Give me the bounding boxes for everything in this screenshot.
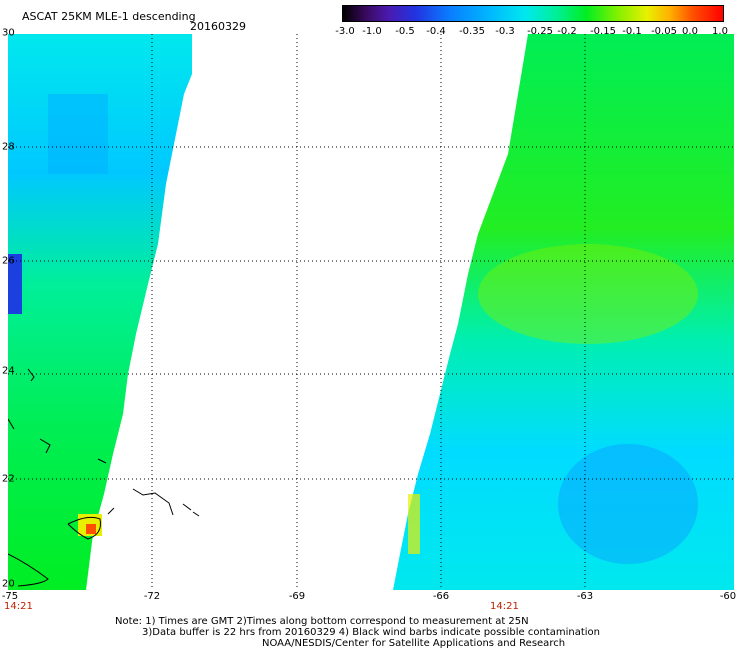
colorbar-label: -0.1 — [622, 26, 642, 37]
lat-label: 22 — [2, 473, 15, 485]
coastline — [39, 438, 115, 515]
lat-label: 30 — [2, 27, 15, 39]
colorbar-label: -0.15 — [590, 26, 616, 37]
low-value-patch — [48, 94, 108, 174]
coastline — [8, 553, 49, 587]
map-canvas — [8, 34, 734, 590]
colorbar-label: -0.35 — [459, 26, 485, 37]
lon-label: -75 — [1, 591, 19, 602]
footnote: NOAA/NESDIS/Center for Satellite Applica… — [262, 638, 566, 649]
lat-label: 20 — [2, 578, 15, 590]
colorbar-label: -0.25 — [527, 26, 553, 37]
low-value-patch — [8, 254, 22, 314]
colorbar-label: -0.3 — [495, 26, 515, 37]
colorbar-label: -0.5 — [395, 26, 415, 37]
lat-label: 28 — [2, 141, 15, 153]
colorbar-label: 1.0 — [712, 26, 728, 37]
high-value-patch — [478, 244, 698, 344]
lon-label: -66 — [432, 591, 450, 602]
high-value-patch — [86, 524, 96, 534]
footnote: 3)Data buffer is 22 hrs from 20160329 4)… — [142, 627, 600, 638]
low-value-patch — [558, 444, 698, 564]
coastline — [67, 516, 101, 540]
colorbar-label: -0.2 — [557, 26, 577, 37]
coastline — [132, 488, 200, 517]
lat-label: 26 — [2, 255, 15, 267]
graticule — [8, 34, 734, 590]
colorbar-label: -1.0 — [362, 26, 382, 37]
lon-label: -69 — [288, 591, 306, 602]
colorbar — [342, 5, 724, 22]
pass-time: 14:21 — [4, 601, 33, 612]
lon-label: -63 — [576, 591, 594, 602]
lat-label: 24 — [2, 365, 15, 377]
footnote: Note: 1) Times are GMT 2)Times along bot… — [115, 616, 529, 627]
coastline — [8, 368, 35, 430]
colorbar-label: -0.05 — [651, 26, 677, 37]
colorbar-label: -0.4 — [426, 26, 446, 37]
pass-time: 14:21 — [490, 601, 519, 612]
map-panel — [8, 34, 734, 590]
lon-label: -72 — [143, 591, 161, 602]
lon-label: -60 — [719, 591, 737, 602]
colorbar-label: -3.0 — [335, 26, 355, 37]
high-value-patch — [408, 494, 420, 554]
map-date: 20160329 — [190, 20, 246, 33]
map-title: ASCAT 25KM MLE-1 descending — [22, 10, 196, 23]
right-swath — [393, 34, 734, 590]
colorbar-label: 0.0 — [682, 26, 698, 37]
